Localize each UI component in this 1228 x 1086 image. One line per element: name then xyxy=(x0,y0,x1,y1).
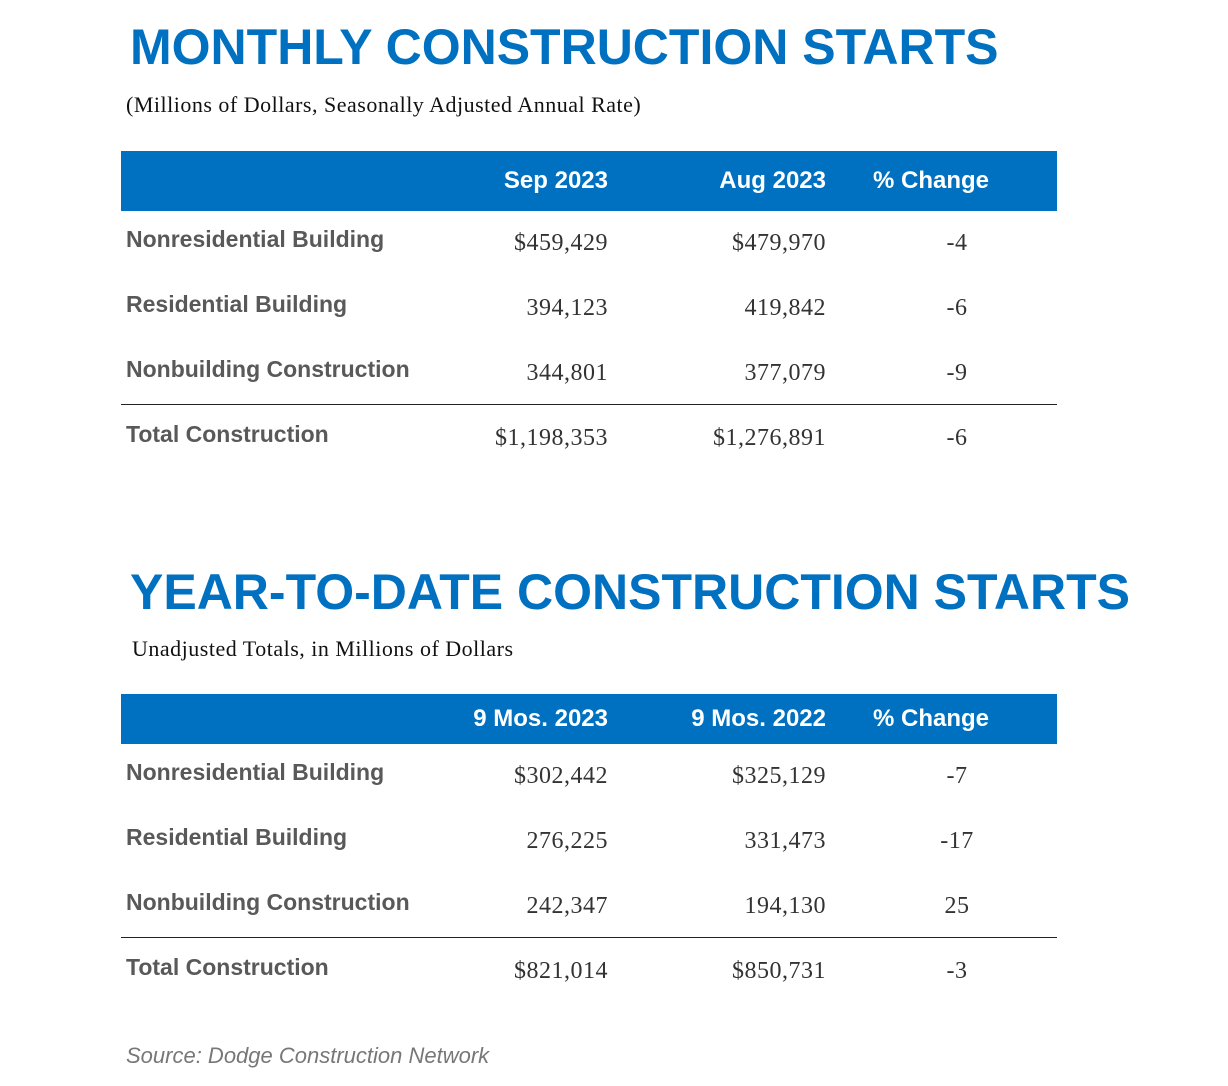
table-header: 9 Mos. 2023 9 Mos. 2022 % Change xyxy=(121,694,1057,744)
divider xyxy=(121,937,1057,938)
table-row: Residential Building 276,225 331,473 -17 xyxy=(121,824,1057,864)
cell: 344,801 xyxy=(526,360,608,386)
cell: $479,970 xyxy=(732,230,826,256)
cell: 276,225 xyxy=(526,828,608,854)
row-label: Nonbuilding Construction xyxy=(126,889,410,915)
table-row: Nonresidential Building $459,429 $479,97… xyxy=(121,226,1057,266)
cell: 242,347 xyxy=(526,893,608,919)
source-note: Source: Dodge Construction Network xyxy=(126,1043,490,1068)
cell: $325,129 xyxy=(732,763,826,789)
cell: 419,842 xyxy=(744,295,826,321)
cell: 394,123 xyxy=(526,295,608,321)
table-row: Nonbuilding Construction 344,801 377,079… xyxy=(121,356,1057,396)
row-label: Nonresidential Building xyxy=(126,759,385,785)
monthly-title: MONTHLY CONSTRUCTION STARTS xyxy=(130,19,999,75)
row-label: Residential Building xyxy=(126,824,348,850)
cell: 331,473 xyxy=(744,828,826,854)
column-header: Aug 2023 xyxy=(719,167,826,194)
cell: -17 xyxy=(940,828,974,854)
ytd-title: YEAR-TO-DATE CONSTRUCTION STARTS xyxy=(130,564,1130,620)
total-row: Total Construction $1,198,353 $1,276,891… xyxy=(121,421,1057,461)
row-label: Nonresidential Building xyxy=(126,226,385,252)
monthly-subtitle: (Millions of Dollars, Seasonally Adjuste… xyxy=(126,92,642,117)
cell: $1,276,891 xyxy=(713,425,826,451)
column-header: % Change xyxy=(873,705,990,732)
total-row: Total Construction $821,014 $850,731 -3 xyxy=(121,954,1057,994)
column-header: 9 Mos. 2023 xyxy=(473,705,608,732)
row-label: Total Construction xyxy=(126,954,329,980)
row-label: Residential Building xyxy=(126,291,348,317)
table-header: Sep 2023 Aug 2023 % Change xyxy=(121,151,1057,211)
row-label: Total Construction xyxy=(126,421,329,447)
column-header: 9 Mos. 2022 xyxy=(691,705,826,732)
cell: $1,198,353 xyxy=(495,425,608,451)
row-label: Nonbuilding Construction xyxy=(126,356,410,382)
cell: $302,442 xyxy=(514,763,608,789)
cell: -7 xyxy=(946,763,968,789)
cell: 377,079 xyxy=(744,360,826,386)
table-row: Nonbuilding Construction 242,347 194,130… xyxy=(121,889,1057,929)
table-row: Residential Building 394,123 419,842 -6 xyxy=(121,291,1057,331)
cell: $850,731 xyxy=(732,958,826,984)
divider xyxy=(121,404,1057,405)
ytd-subtitle: Unadjusted Totals, in Millions of Dollar… xyxy=(132,636,514,661)
cell: -6 xyxy=(946,425,968,451)
column-header: % Change xyxy=(873,167,990,194)
table-row: Nonresidential Building $302,442 $325,12… xyxy=(121,759,1057,799)
cell: -4 xyxy=(946,230,968,256)
cell: -3 xyxy=(946,958,968,984)
column-header: Sep 2023 xyxy=(503,167,608,194)
cell: -6 xyxy=(946,295,968,321)
cell: $821,014 xyxy=(514,958,608,984)
cell: 25 xyxy=(944,893,970,919)
cell: -9 xyxy=(946,360,968,386)
cell: $459,429 xyxy=(514,230,608,256)
cell: 194,130 xyxy=(744,893,826,919)
